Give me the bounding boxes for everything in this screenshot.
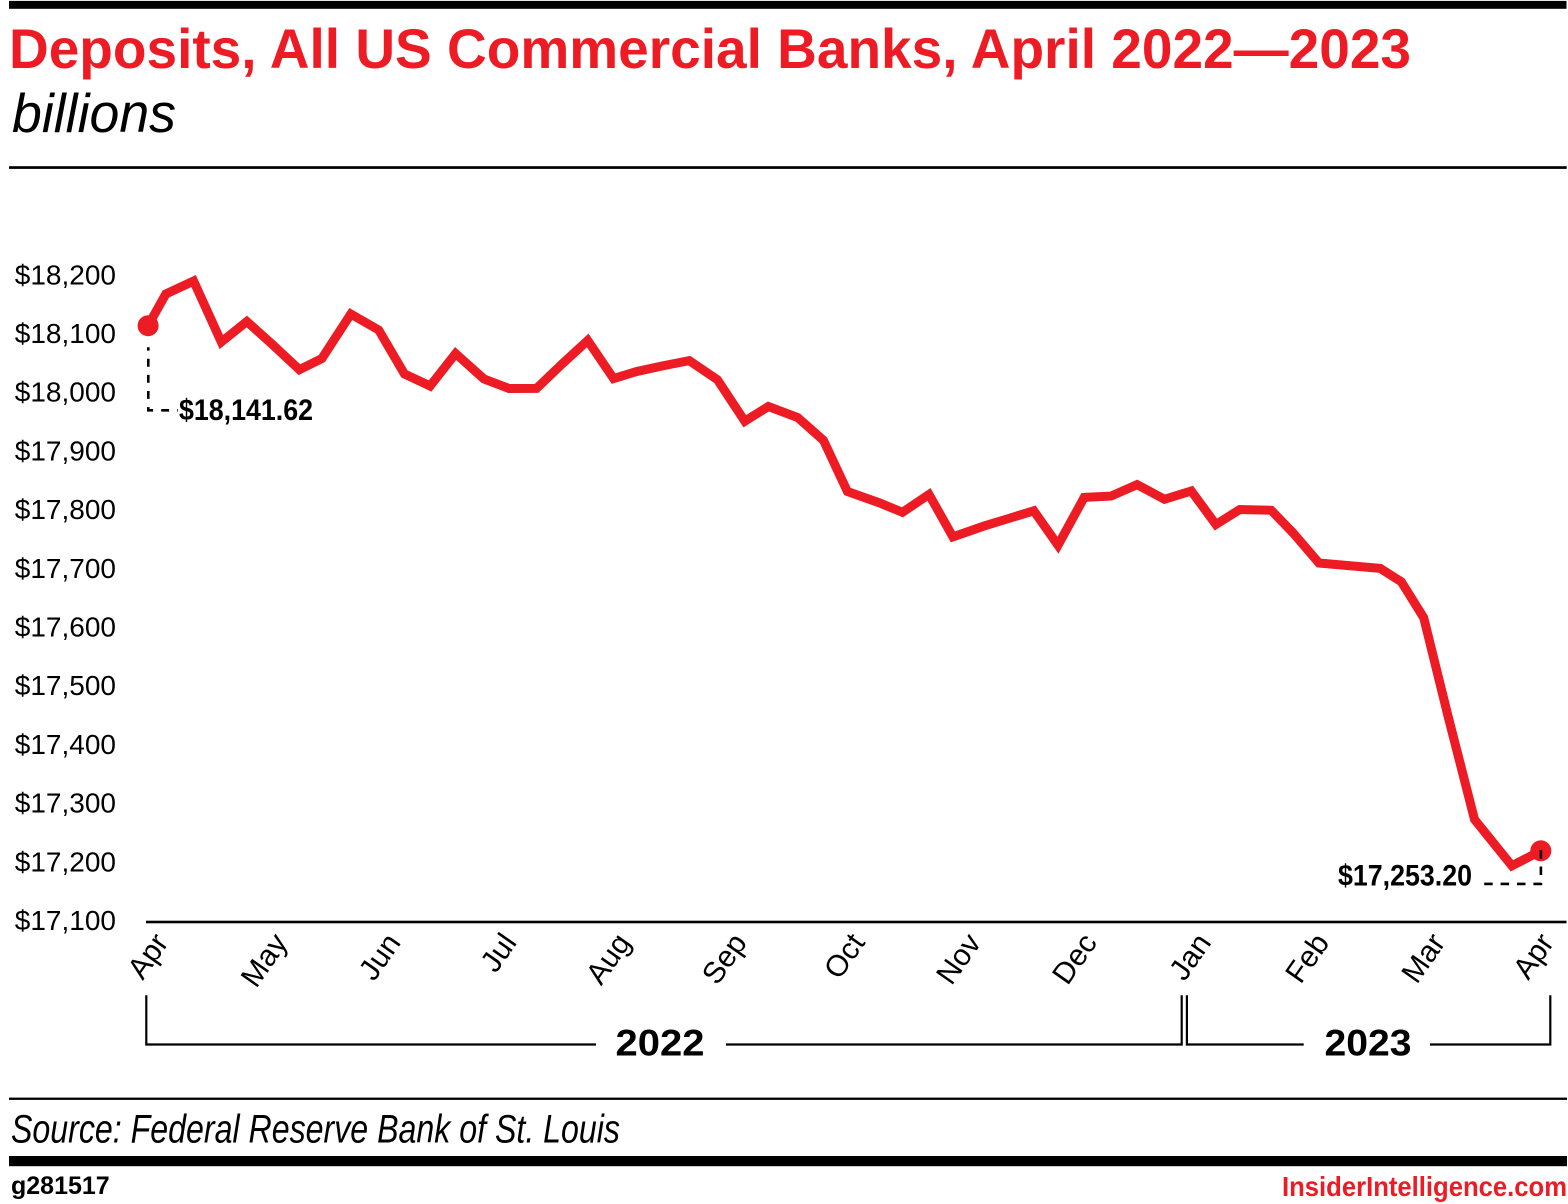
svg-text:Dec: Dec bbox=[1046, 928, 1104, 991]
svg-text:Nov: Nov bbox=[930, 928, 988, 991]
svg-text:Deposits, All US Commercial Ba: Deposits, All US Commercial Banks, April… bbox=[9, 17, 1411, 80]
svg-text:$18,141.62: $18,141.62 bbox=[179, 394, 313, 427]
svg-text:$17,300: $17,300 bbox=[15, 788, 116, 819]
svg-text:Apr: Apr bbox=[1507, 928, 1561, 985]
svg-text:$17,700: $17,700 bbox=[15, 553, 116, 584]
svg-text:Apr: Apr bbox=[121, 928, 175, 985]
svg-text:$17,400: $17,400 bbox=[15, 729, 116, 760]
svg-text:g281517: g281517 bbox=[11, 1172, 110, 1200]
svg-text:Mar: Mar bbox=[1395, 928, 1452, 989]
svg-text:Jan: Jan bbox=[1163, 928, 1218, 987]
svg-text:2023: 2023 bbox=[1325, 1023, 1412, 1064]
svg-text:InsiderIntelligence.com: InsiderIntelligence.com bbox=[1282, 1171, 1567, 1202]
svg-text:Oct: Oct bbox=[818, 927, 872, 985]
svg-text:Sep: Sep bbox=[696, 928, 754, 991]
svg-text:$17,800: $17,800 bbox=[15, 494, 116, 525]
svg-text:Jul: Jul bbox=[474, 928, 523, 978]
svg-text:$17,900: $17,900 bbox=[15, 435, 116, 466]
svg-text:$17,253.20: $17,253.20 bbox=[1338, 860, 1472, 893]
svg-text:Jun: Jun bbox=[353, 928, 408, 987]
svg-text:$17,600: $17,600 bbox=[15, 612, 116, 643]
svg-text:$17,100: $17,100 bbox=[15, 905, 116, 936]
svg-text:Aug: Aug bbox=[580, 928, 638, 991]
svg-text:$17,200: $17,200 bbox=[15, 846, 116, 877]
svg-text:Feb: Feb bbox=[1279, 928, 1336, 989]
svg-text:$18,000: $18,000 bbox=[15, 377, 116, 408]
svg-text:$17,500: $17,500 bbox=[15, 670, 116, 701]
svg-text:billions: billions bbox=[12, 82, 176, 144]
svg-text:$18,200: $18,200 bbox=[15, 259, 116, 290]
svg-text:$18,100: $18,100 bbox=[15, 318, 116, 349]
svg-text:Source: Federal Reserve Bank o: Source: Federal Reserve Bank of St. Loui… bbox=[11, 1108, 620, 1152]
svg-text:May: May bbox=[235, 928, 295, 993]
svg-text:2022: 2022 bbox=[616, 1023, 705, 1064]
